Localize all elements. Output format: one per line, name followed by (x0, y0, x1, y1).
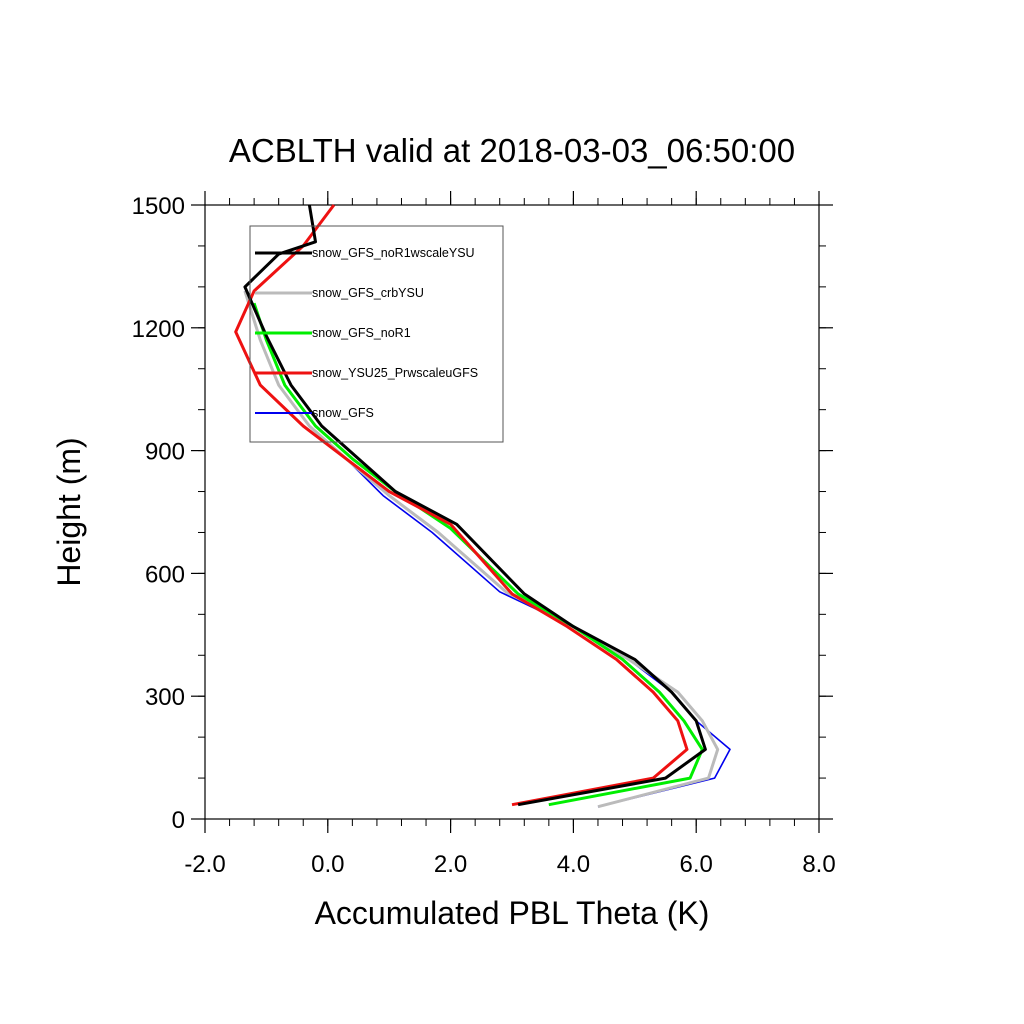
y-tick-label: 900 (145, 439, 185, 466)
x-tick-label: 8.0 (802, 851, 835, 878)
plot-frame (204, 204, 820, 820)
series-line-4 (234, 204, 689, 807)
y-tick-label: 0 (172, 807, 185, 834)
x-axis-label: Accumulated PBL Theta (K) (315, 895, 710, 931)
series-line-1 (243, 204, 707, 807)
x-tick-label: 6.0 (680, 851, 713, 878)
x-tick-label: 2.0 (434, 851, 467, 878)
legend-label-1: snow_GFS_noR1wscaleYSU (312, 246, 475, 260)
legend-label-2: snow_GFS_crbYSU (312, 286, 424, 300)
y-tick-label: 1500 (132, 193, 185, 220)
legend-label-3: snow_GFS_noR1 (312, 326, 411, 340)
y-axis-label: Height (m) (51, 437, 87, 586)
legend-label-5: snow_GFS (312, 406, 374, 420)
series-line-2 (243, 290, 720, 809)
y-tick-label: 600 (145, 561, 185, 588)
legend-box (249, 225, 504, 443)
y-tick-label: 300 (145, 684, 185, 711)
x-tick-label: -2.0 (184, 851, 225, 878)
series-line-3 (252, 302, 704, 807)
plot-area: -2.0 0.0 2.0 4.0 6.0 8.0 0 300 600 900 1200 1500 sno… (132, 191, 836, 878)
chart-title: ACBLTH valid at 2018-03-03_06:50:00 (229, 132, 795, 169)
legend-label-4: snow_YSU25_PrwscaleuGFS (312, 366, 478, 380)
x-tick-label: 4.0 (557, 851, 590, 878)
y-tick-label: 1200 (132, 316, 185, 343)
x-tick-label: 0.0 (311, 851, 344, 878)
